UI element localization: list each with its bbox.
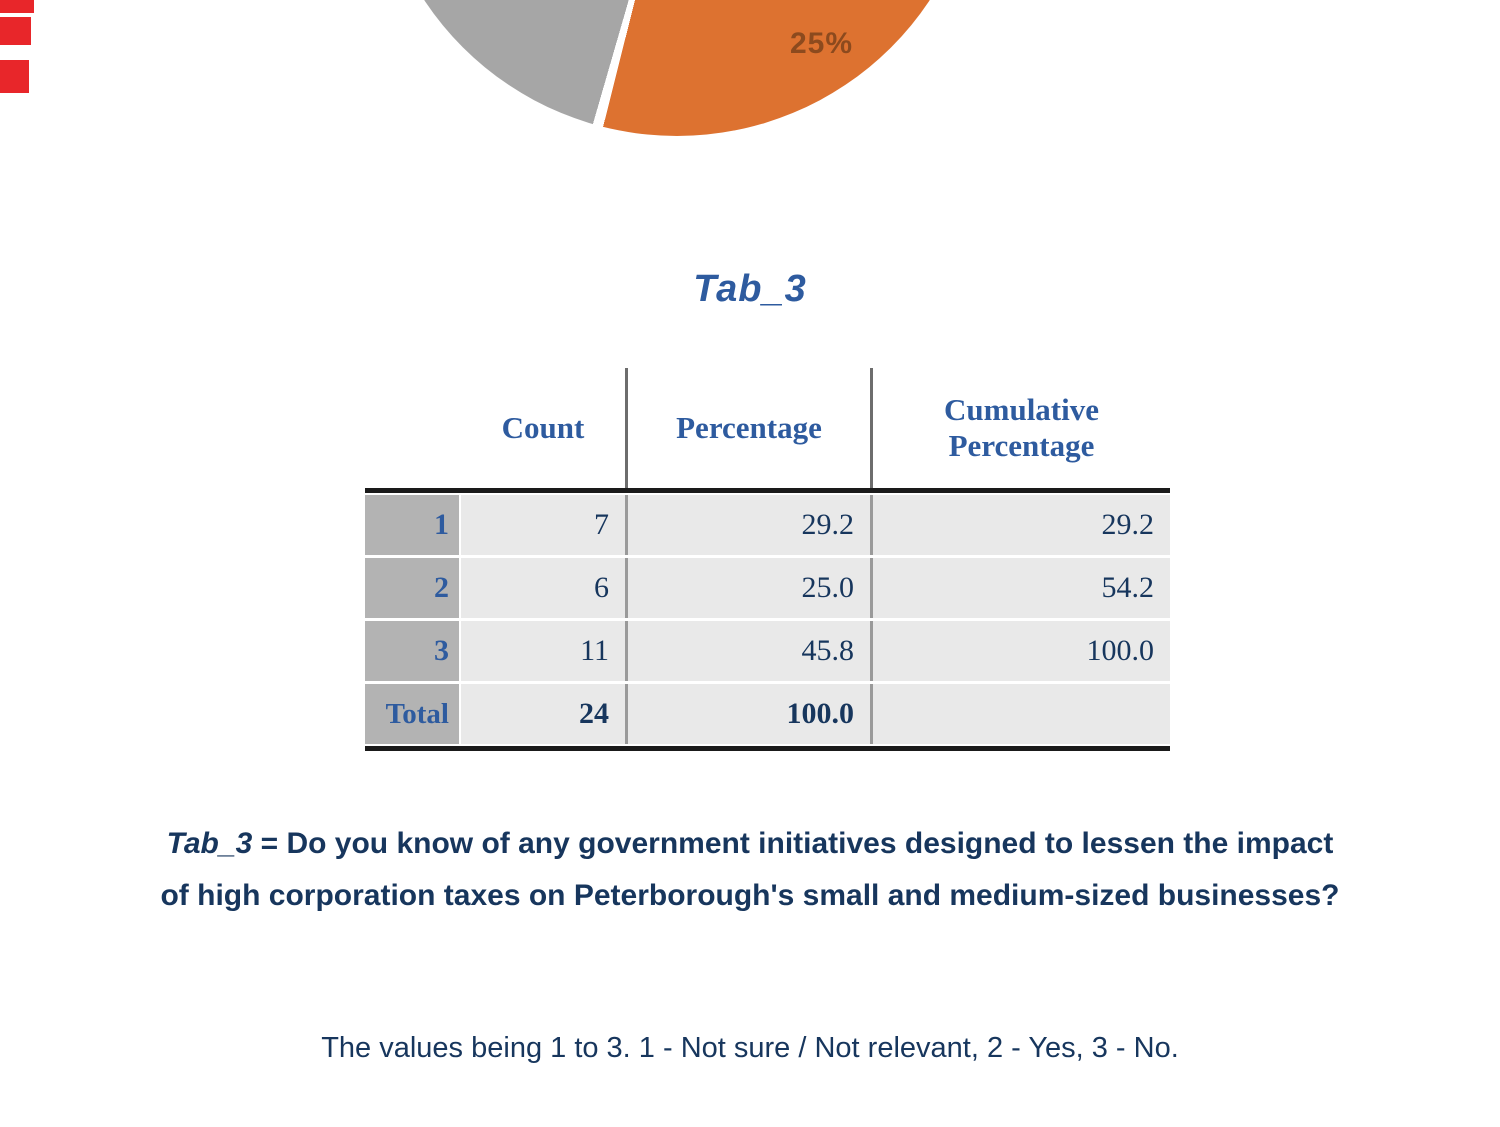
footnote: The values being 1 to 3. 1 - Not sure / …	[321, 1032, 1179, 1064]
pie-chart	[374, 0, 980, 136]
table-row: 2 6 25.0 54.2	[365, 558, 1170, 618]
cell-cumulative: 29.2	[870, 495, 1170, 555]
cell-cumulative	[870, 684, 1170, 744]
table-header-percentage: Percentage	[625, 368, 870, 488]
table-header-cumulative: Cumulative Percentage	[870, 368, 1170, 488]
cell-percentage: 100.0	[625, 684, 870, 744]
cell-count: 6	[461, 558, 625, 618]
row-label: 1	[365, 495, 461, 555]
row-label: 3	[365, 621, 461, 681]
row-label: 2	[365, 558, 461, 618]
table-row: 1 7 29.2 29.2	[365, 495, 1170, 555]
table-row: 3 11 45.8 100.0	[365, 621, 1170, 681]
pie-slice-label: 25%	[790, 27, 854, 60]
table-header-count: Count	[461, 368, 625, 488]
cell-percentage: 25.0	[625, 558, 870, 618]
edge-marker-icon	[0, 0, 34, 13]
section-title: Tab_3	[693, 268, 807, 310]
row-label-total: Total	[365, 684, 461, 744]
table-body: 1 7 29.2 29.2 2 6 25.0 54.2 3 11 45.8 10…	[365, 488, 1170, 751]
table-header-row: Count Percentage Cumulative Percentage	[365, 368, 1170, 488]
cell-percentage: 45.8	[625, 621, 870, 681]
frequency-table: Count Percentage Cumulative Percentage 1…	[365, 368, 1170, 751]
table-caption: Tab_3 = Do you know of any government in…	[150, 818, 1350, 922]
table-header-blank	[365, 368, 461, 488]
cell-cumulative: 100.0	[870, 621, 1170, 681]
cell-count: 11	[461, 621, 625, 681]
edge-marker-icon	[0, 17, 31, 45]
caption-text: = Do you know of any government initiati…	[160, 827, 1340, 912]
cell-count: 24	[461, 684, 625, 744]
edge-marker-icon	[0, 60, 29, 93]
cell-percentage: 29.2	[625, 495, 870, 555]
table-total-row: Total 24 100.0	[365, 684, 1170, 744]
cell-count: 7	[461, 495, 625, 555]
cell-cumulative: 54.2	[870, 558, 1170, 618]
caption-tab-ref: Tab_3	[166, 827, 253, 860]
